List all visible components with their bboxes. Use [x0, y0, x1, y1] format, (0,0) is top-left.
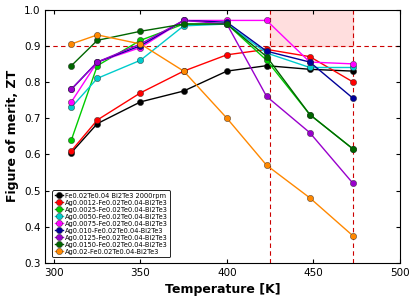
Ag0.0075-Fe0.02Te0.04-Bi2Te3 [138, 46, 143, 50]
Fe0.02Te0.04 Bi2Te3 2000rpm [181, 89, 186, 93]
Ag0.010-Fe0.02Te0.04-Bi2Te3 [264, 50, 269, 53]
Ag0.0075-Fe0.02Te0.04-Bi2Te3 [264, 19, 269, 22]
Y-axis label: Figure of merit, ZT: Figure of merit, ZT [5, 70, 19, 202]
Fe0.02Te0.04 Bi2Te3 2000rpm [138, 100, 143, 104]
Ag0.0025-Fe0.02Te0.04-Bi2Te3 [351, 147, 356, 151]
Ag0.010-Fe0.02Te0.04-Bi2Te3 [307, 60, 312, 64]
Ag0.0075-Fe0.02Te0.04-Bi2Te3 [225, 19, 229, 22]
X-axis label: Temperature [K]: Temperature [K] [165, 284, 281, 297]
Ag0.0150-Fe0.02Te0.04-Bi2Te3 [307, 113, 312, 116]
Ag0.02-Fe0.02Te0.04-Bi2Te3 [138, 42, 143, 46]
Ag0.0075-Fe0.02Te0.04-Bi2Te3 [307, 60, 312, 64]
Ag0.0150-Fe0.02Te0.04-Bi2Te3 [95, 39, 100, 42]
Ag0.02-Fe0.02Te0.04-Bi2Te3 [307, 196, 312, 200]
Line: Ag0.010-Fe0.02Te0.04-Bi2Te3: Ag0.010-Fe0.02Te0.04-Bi2Te3 [68, 17, 356, 101]
Line: Fe0.02Te0.04 Bi2Te3 2000rpm: Fe0.02Te0.04 Bi2Te3 2000rpm [68, 63, 356, 156]
Fe0.02Te0.04 Bi2Te3 2000rpm [69, 151, 74, 154]
Ag0.0125-Fe0.02Te0.04-Bi2Te3 [69, 87, 74, 91]
Ag0.0025-Fe0.02Te0.04-Bi2Te3 [264, 59, 269, 62]
Ag0.0050-Fe0.02Te0.04-Bi2Te3 [264, 51, 269, 55]
Ag0.0075-Fe0.02Te0.04-Bi2Te3 [95, 60, 100, 64]
Legend: Fe0.02Te0.04 Bi2Te3 2000rpm, Ag0.0012-Fe0.02Te0.04-Bi2Te3, Ag0.0025-Fe0.02Te0.04: Fe0.02Te0.04 Bi2Te3 2000rpm, Ag0.0012-Fe… [52, 191, 170, 257]
Fe0.02Te0.04 Bi2Te3 2000rpm [307, 67, 312, 71]
Line: Ag0.0150-Fe0.02Te0.04-Bi2Te3: Ag0.0150-Fe0.02Te0.04-Bi2Te3 [68, 21, 356, 152]
Ag0.0025-Fe0.02Te0.04-Bi2Te3 [95, 64, 100, 67]
Ag0.0150-Fe0.02Te0.04-Bi2Te3 [69, 64, 74, 67]
Ag0.0012-Fe0.02Te0.04-Bi2Te3 [307, 55, 312, 59]
Ag0.010-Fe0.02Te0.04-Bi2Te3 [181, 19, 186, 22]
Ag0.0012-Fe0.02Te0.04-Bi2Te3 [264, 48, 269, 51]
Ag0.0012-Fe0.02Te0.04-Bi2Te3 [181, 69, 186, 73]
Ag0.02-Fe0.02Te0.04-Bi2Te3 [225, 116, 229, 120]
Ag0.02-Fe0.02Te0.04-Bi2Te3 [181, 69, 186, 73]
Ag0.0075-Fe0.02Te0.04-Bi2Te3 [69, 100, 74, 104]
Ag0.0150-Fe0.02Te0.04-Bi2Te3 [181, 22, 186, 26]
Ag0.0125-Fe0.02Te0.04-Bi2Te3 [307, 131, 312, 134]
Ag0.0025-Fe0.02Te0.04-Bi2Te3 [307, 113, 312, 116]
Ag0.0012-Fe0.02Te0.04-Bi2Te3 [225, 53, 229, 57]
Ag0.02-Fe0.02Te0.04-Bi2Te3 [69, 42, 74, 46]
Ag0.0150-Fe0.02Te0.04-Bi2Te3 [138, 30, 143, 33]
Fe0.02Te0.04 Bi2Te3 2000rpm [225, 69, 229, 73]
Ag0.0125-Fe0.02Te0.04-Bi2Te3 [225, 22, 229, 26]
Ag0.010-Fe0.02Te0.04-Bi2Te3 [95, 60, 100, 64]
Fe0.02Te0.04 Bi2Te3 2000rpm [351, 69, 356, 73]
Ag0.0075-Fe0.02Te0.04-Bi2Te3 [351, 62, 356, 66]
Fe0.02Te0.04 Bi2Te3 2000rpm [264, 64, 269, 67]
Ag0.0025-Fe0.02Te0.04-Bi2Te3 [69, 138, 74, 142]
Ag0.0025-Fe0.02Te0.04-Bi2Te3 [225, 22, 229, 26]
Line: Ag0.0025-Fe0.02Te0.04-Bi2Te3: Ag0.0025-Fe0.02Te0.04-Bi2Te3 [68, 21, 356, 152]
Ag0.0125-Fe0.02Te0.04-Bi2Te3 [264, 95, 269, 98]
Line: Ag0.0012-Fe0.02Te0.04-Bi2Te3: Ag0.0012-Fe0.02Te0.04-Bi2Te3 [68, 46, 356, 154]
Ag0.0012-Fe0.02Te0.04-Bi2Te3 [95, 118, 100, 122]
Ag0.02-Fe0.02Te0.04-Bi2Te3 [264, 163, 269, 167]
Ag0.0125-Fe0.02Te0.04-Bi2Te3 [351, 182, 356, 185]
Ag0.0050-Fe0.02Te0.04-Bi2Te3 [181, 24, 186, 28]
Ag0.0125-Fe0.02Te0.04-Bi2Te3 [95, 60, 100, 64]
Ag0.010-Fe0.02Te0.04-Bi2Te3 [138, 44, 143, 48]
Ag0.0050-Fe0.02Te0.04-Bi2Te3 [225, 22, 229, 26]
Ag0.010-Fe0.02Te0.04-Bi2Te3 [69, 87, 74, 91]
Ag0.0150-Fe0.02Te0.04-Bi2Te3 [225, 22, 229, 26]
Ag0.0075-Fe0.02Te0.04-Bi2Te3 [181, 19, 186, 22]
Fe0.02Te0.04 Bi2Te3 2000rpm [95, 122, 100, 125]
Ag0.0025-Fe0.02Te0.04-Bi2Te3 [181, 22, 186, 26]
Ag0.0050-Fe0.02Te0.04-Bi2Te3 [351, 66, 356, 69]
Ag0.0012-Fe0.02Te0.04-Bi2Te3 [69, 149, 74, 153]
Ag0.0012-Fe0.02Te0.04-Bi2Te3 [138, 91, 143, 95]
Ag0.02-Fe0.02Te0.04-Bi2Te3 [351, 234, 356, 238]
Ag0.0125-Fe0.02Te0.04-Bi2Te3 [181, 19, 186, 22]
Ag0.0150-Fe0.02Te0.04-Bi2Te3 [351, 147, 356, 151]
Line: Ag0.02-Fe0.02Te0.04-Bi2Te3: Ag0.02-Fe0.02Te0.04-Bi2Te3 [68, 32, 356, 239]
Ag0.010-Fe0.02Te0.04-Bi2Te3 [351, 96, 356, 100]
Ag0.0012-Fe0.02Te0.04-Bi2Te3 [351, 80, 356, 84]
Ag0.0150-Fe0.02Te0.04-Bi2Te3 [264, 55, 269, 59]
Ag0.02-Fe0.02Te0.04-Bi2Te3 [95, 33, 100, 37]
Ag0.0050-Fe0.02Te0.04-Bi2Te3 [307, 66, 312, 69]
Line: Ag0.0050-Fe0.02Te0.04-Bi2Te3: Ag0.0050-Fe0.02Te0.04-Bi2Te3 [68, 21, 356, 111]
Ag0.0125-Fe0.02Te0.04-Bi2Te3 [138, 42, 143, 46]
Ag0.0025-Fe0.02Te0.04-Bi2Te3 [138, 39, 143, 42]
Line: Ag0.0075-Fe0.02Te0.04-Bi2Te3: Ag0.0075-Fe0.02Te0.04-Bi2Te3 [68, 17, 356, 105]
Ag0.010-Fe0.02Te0.04-Bi2Te3 [225, 21, 229, 24]
Ag0.0050-Fe0.02Te0.04-Bi2Te3 [138, 59, 143, 62]
Ag0.0050-Fe0.02Te0.04-Bi2Te3 [95, 76, 100, 80]
Line: Ag0.0125-Fe0.02Te0.04-Bi2Te3: Ag0.0125-Fe0.02Te0.04-Bi2Te3 [68, 17, 356, 187]
Ag0.0050-Fe0.02Te0.04-Bi2Te3 [69, 105, 74, 109]
